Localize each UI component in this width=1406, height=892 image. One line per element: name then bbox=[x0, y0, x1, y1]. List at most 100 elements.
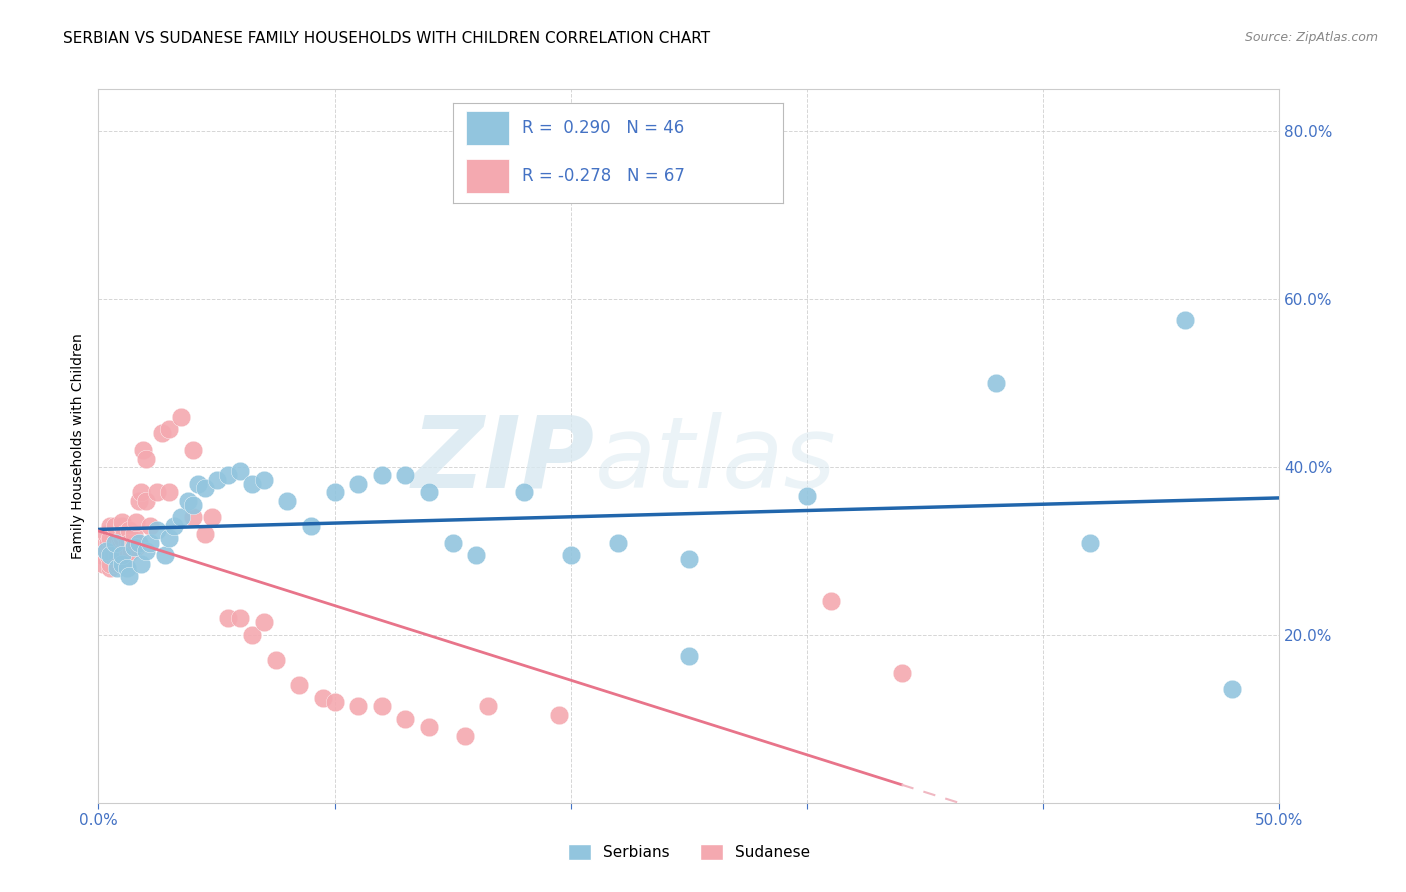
Point bbox=[820, 594, 842, 608]
Point bbox=[108, 540, 131, 554]
Point bbox=[323, 485, 346, 500]
Point bbox=[157, 532, 180, 546]
Point bbox=[371, 468, 394, 483]
Point bbox=[157, 485, 180, 500]
Point bbox=[229, 611, 252, 625]
Point bbox=[125, 540, 148, 554]
Point bbox=[890, 665, 912, 680]
Point bbox=[253, 473, 276, 487]
Point bbox=[253, 615, 276, 630]
Point bbox=[122, 527, 145, 541]
Point bbox=[91, 557, 114, 571]
Point bbox=[157, 422, 180, 436]
Point bbox=[1174, 313, 1197, 327]
Point bbox=[560, 548, 582, 562]
Point bbox=[129, 557, 152, 571]
Point bbox=[217, 611, 239, 625]
Point bbox=[115, 560, 138, 574]
Point bbox=[101, 544, 124, 558]
Point bbox=[111, 548, 134, 562]
Point bbox=[194, 527, 217, 541]
Point bbox=[105, 548, 128, 562]
Point bbox=[118, 535, 141, 549]
Point bbox=[139, 518, 162, 533]
Point bbox=[112, 527, 135, 541]
Point bbox=[187, 476, 209, 491]
Point bbox=[371, 699, 394, 714]
Point bbox=[229, 464, 252, 478]
Point bbox=[299, 518, 322, 533]
Point bbox=[104, 535, 127, 549]
Point bbox=[276, 493, 298, 508]
Point bbox=[135, 544, 157, 558]
Point bbox=[217, 468, 239, 483]
Point bbox=[115, 535, 138, 549]
Point bbox=[170, 409, 193, 424]
Point bbox=[104, 535, 127, 549]
Point bbox=[111, 515, 134, 529]
Point bbox=[105, 557, 128, 571]
Point bbox=[477, 699, 499, 714]
Point bbox=[118, 523, 141, 537]
Point bbox=[796, 489, 818, 503]
Point bbox=[90, 540, 112, 554]
Point bbox=[98, 548, 121, 562]
Point bbox=[111, 518, 134, 533]
Point bbox=[128, 535, 150, 549]
Point bbox=[240, 476, 263, 491]
Point bbox=[201, 510, 224, 524]
Point bbox=[111, 557, 134, 571]
Point bbox=[548, 707, 571, 722]
Point bbox=[98, 544, 121, 558]
Point bbox=[418, 485, 440, 500]
Point bbox=[90, 548, 112, 562]
Point bbox=[128, 493, 150, 508]
Point bbox=[118, 569, 141, 583]
Point bbox=[94, 544, 117, 558]
Point bbox=[678, 552, 700, 566]
Point bbox=[132, 443, 155, 458]
Point bbox=[181, 443, 204, 458]
Point bbox=[394, 468, 416, 483]
Text: atlas: atlas bbox=[595, 412, 837, 508]
Point bbox=[146, 485, 169, 500]
Point bbox=[323, 695, 346, 709]
Point bbox=[194, 481, 217, 495]
Point bbox=[98, 560, 121, 574]
Point bbox=[104, 518, 127, 533]
Point bbox=[94, 527, 117, 541]
Point bbox=[122, 540, 145, 554]
Point bbox=[112, 552, 135, 566]
Point bbox=[94, 544, 117, 558]
Legend: Serbians, Sudanese: Serbians, Sudanese bbox=[561, 838, 817, 866]
Point bbox=[181, 510, 204, 524]
Point bbox=[512, 485, 534, 500]
Point bbox=[153, 548, 176, 562]
Point bbox=[101, 548, 124, 562]
Point bbox=[678, 648, 700, 663]
Point bbox=[129, 485, 152, 500]
Point bbox=[170, 510, 193, 524]
Point bbox=[418, 720, 440, 734]
Point bbox=[122, 535, 145, 549]
Point bbox=[288, 678, 311, 692]
Point bbox=[139, 535, 162, 549]
Text: Source: ZipAtlas.com: Source: ZipAtlas.com bbox=[1244, 31, 1378, 45]
Point bbox=[240, 628, 263, 642]
Point bbox=[394, 712, 416, 726]
Point bbox=[111, 544, 134, 558]
Point bbox=[135, 493, 157, 508]
Text: SERBIAN VS SUDANESE FAMILY HOUSEHOLDS WITH CHILDREN CORRELATION CHART: SERBIAN VS SUDANESE FAMILY HOUSEHOLDS WI… bbox=[63, 31, 710, 46]
Point bbox=[1220, 682, 1243, 697]
Point bbox=[121, 544, 143, 558]
Point bbox=[146, 523, 169, 537]
Point bbox=[465, 548, 488, 562]
Point bbox=[125, 515, 148, 529]
Point bbox=[98, 532, 121, 546]
Point bbox=[607, 535, 630, 549]
Point bbox=[98, 557, 121, 571]
Point bbox=[441, 535, 464, 549]
Point bbox=[135, 451, 157, 466]
Point bbox=[97, 548, 120, 562]
Text: ZIP: ZIP bbox=[412, 412, 595, 508]
